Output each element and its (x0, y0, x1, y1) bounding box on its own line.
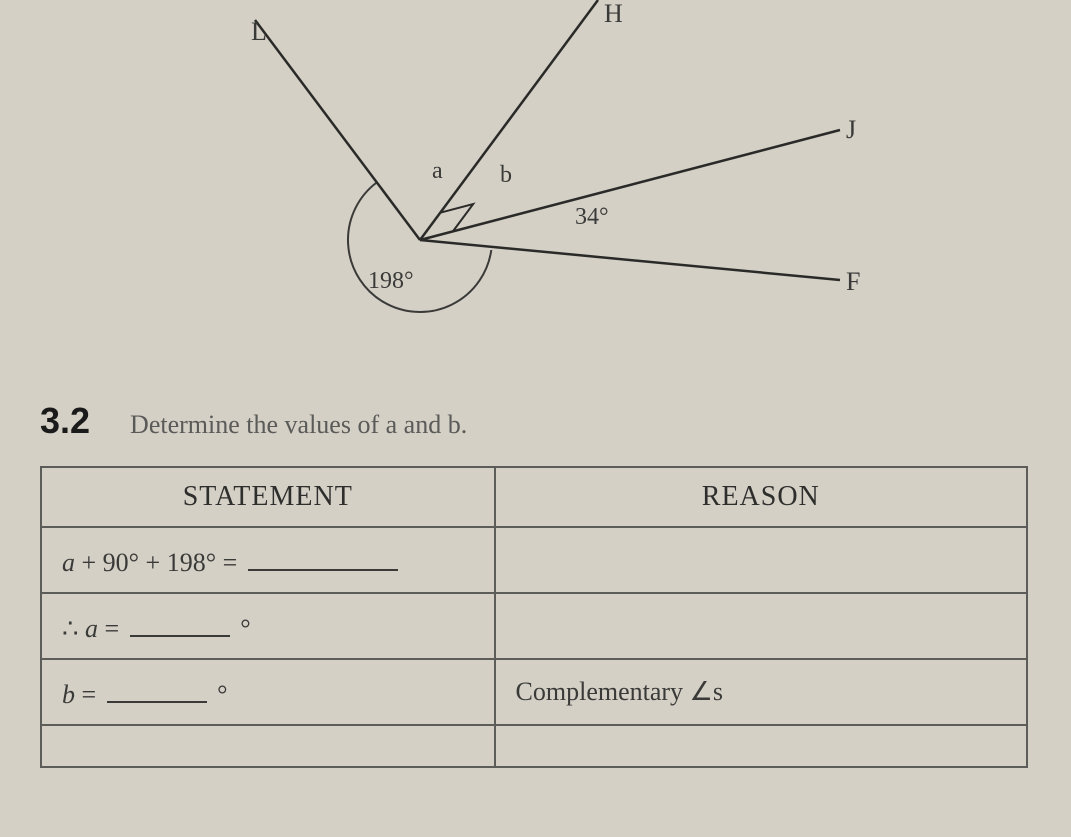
blank-field[interactable] (107, 675, 207, 703)
reason-cell (495, 593, 1027, 659)
point-label-J: J (846, 115, 856, 144)
question-row: 3.2 Determine the values of a and b. (40, 400, 1071, 442)
blank-field[interactable] (248, 543, 398, 571)
ray-H (420, 0, 598, 240)
reason-cell (495, 527, 1027, 593)
point-label-L: L (251, 17, 267, 46)
proof-table: STATEMENT REASON a + 90° + 198° = ∴ a = … (40, 466, 1028, 768)
table-row: ∴ a = ° (41, 593, 1027, 659)
header-reason: REASON (495, 467, 1027, 527)
angle-label-b: b (500, 162, 512, 188)
statement-cell: ∴ a = ° (41, 593, 495, 659)
ray-J (420, 130, 840, 240)
geometry-diagram: L H J F 198° a b 34° (0, 0, 1071, 340)
table-row: a + 90° + 198° = (41, 527, 1027, 593)
angle-label-34: 34° (575, 204, 609, 230)
statement-cell: a + 90° + 198° = (41, 527, 495, 593)
point-label-H: H (604, 0, 623, 28)
header-statement: STATEMENT (41, 467, 495, 527)
statement-cell (41, 725, 495, 767)
blank-field[interactable] (130, 609, 230, 637)
table-header-row: STATEMENT REASON (41, 467, 1027, 527)
point-label-F: F (846, 267, 860, 296)
question-number: 3.2 (40, 400, 90, 442)
diagram-svg: L H J F 198° a b 34° (0, 0, 1071, 340)
angle-label-a: a (432, 158, 443, 184)
reason-cell: Complementary ∠s (495, 659, 1027, 725)
angle-label-198: 198° (368, 268, 414, 294)
ray-L (255, 20, 420, 240)
statement-cell: b = ° (41, 659, 495, 725)
reason-cell (495, 725, 1027, 767)
table-row: b = ° Complementary ∠s (41, 659, 1027, 725)
question-text: Determine the values of a and b. (130, 410, 467, 440)
table-row (41, 725, 1027, 767)
